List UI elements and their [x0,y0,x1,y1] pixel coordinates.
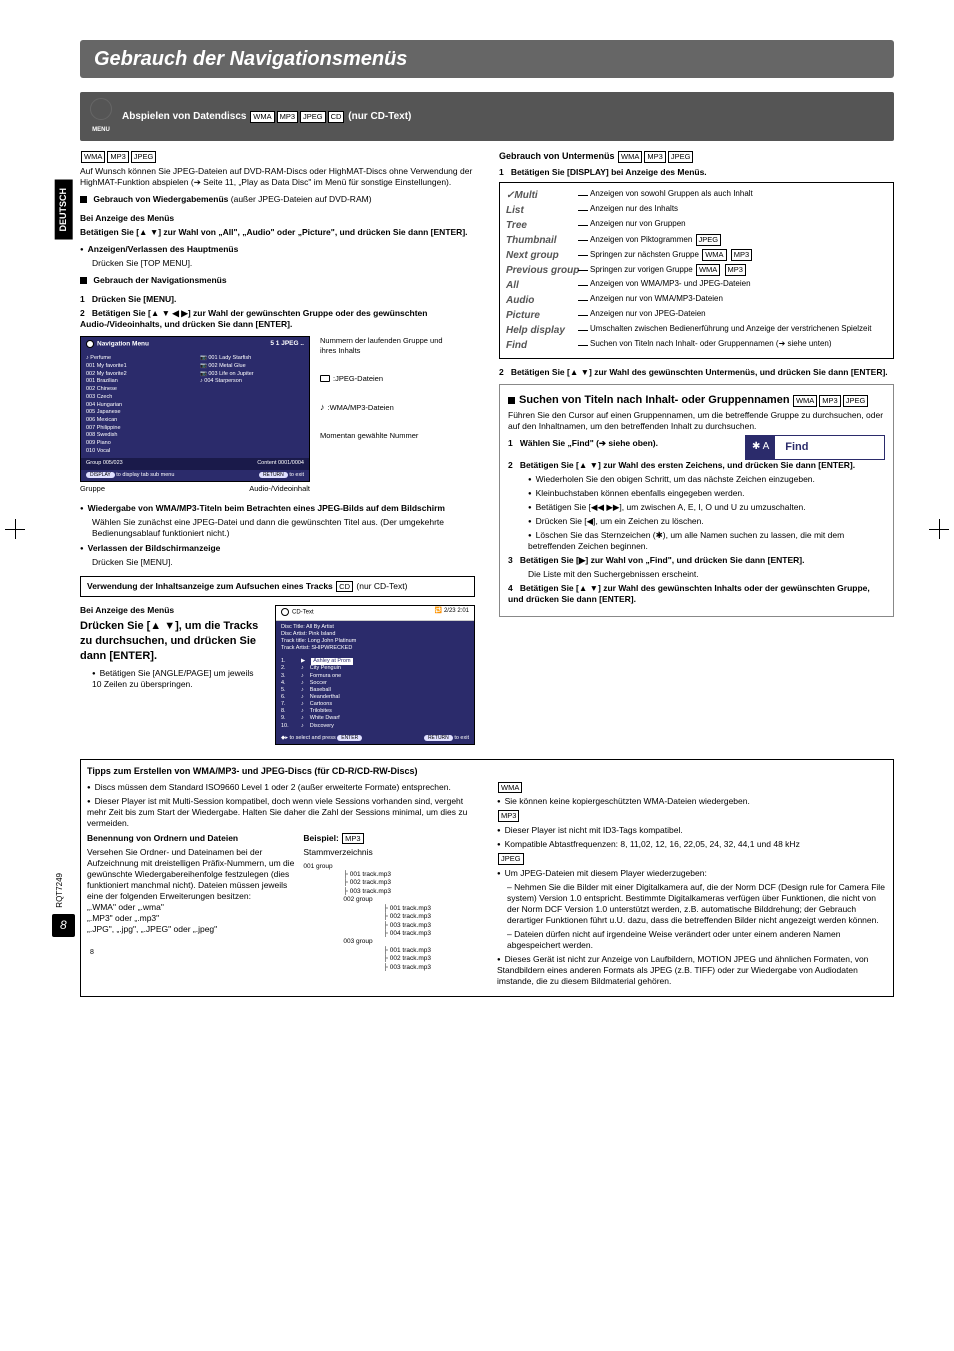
tree-diagram: 001 group├ 001 track.mp3├ 002 track.mp3├… [303,863,477,973]
tips-mp3-2: Kompatible Abtastfrequenzen: 8, 11,02, 1… [497,839,887,850]
find-b2: Kleinbuchstaben können ebenfalls eingege… [528,488,885,499]
wiedergabe-title: Gebrauch von Wiedergabemenüs [93,194,228,204]
diag-label: Momentan gewählte Nummer [320,431,450,441]
tips-jpeg-4: Dieses Gerät ist nicht zur Anzeige von L… [497,954,887,987]
find-s3: Betätigen Sie [▶] zur Wahl von „Find", u… [520,555,805,565]
section-header: MENU Abspielen von Datendiscs WMAMP3JPEG… [80,92,894,141]
right-step1: Betätigen Sie [DISPLAY] bei Anzeige des … [511,167,707,177]
find-s4: Betätigen Sie [▲ ▼] zur Wahl des gewünsc… [508,583,870,604]
tips-mp3-1: Dieser Player ist nicht mit ID3-Tags kom… [497,825,887,836]
find-b1: Wiederholen Sie den obigen Schritt, um d… [528,474,885,485]
tips-l2: Dieser Player ist mit Multi-Session komp… [87,796,477,829]
intro-text: Auf Wunsch können Sie JPEG-Dateien auf D… [80,166,475,188]
verlassen-title: Verlassen der Bildschirmanzeige [88,543,221,553]
naming-text: Versehen Sie Ordner- und Dateinamen bei … [87,847,295,935]
bei-anzeige: Bei Anzeige des Menüs [80,213,174,223]
anzeigen-haupt: Anzeigen/Verlassen des Hauptmenüs [88,244,239,254]
reg-mark [5,519,25,539]
sheet-number: 8 [90,948,94,957]
submenu-header: Gebrauch von Untermenüs WMAMP3JPEG [499,151,894,163]
page-number: 8 [52,914,75,938]
tips-box: Tipps zum Erstellen von WMA/MP3- und JPE… [80,759,894,998]
drucken-top: Drücken Sie [TOP MENU]. [92,258,475,269]
track-usage-box: Verwendung der Inhaltsanzeige zum Aufsuc… [80,576,475,598]
camera-icon [320,375,330,382]
tips-wma: Sie können keine kopiergeschützten WMA-D… [497,796,887,807]
note-icon: ♪ [320,402,325,414]
find-s1: Wählen Sie „Find" (➔ siehe oben). [520,438,658,448]
stamm-label: Stammverzeichnis [303,847,477,858]
language-tab: DEUTSCH [55,180,73,240]
submenu-box: ✓MultiAnzeigen von sowohl Gruppen als au… [499,182,894,359]
wma-jpeg-title: Wiedergabe von WMA/MP3-Titeln beim Betra… [88,503,445,513]
menu-icon: MENU [90,98,112,135]
rqt-code: RQT7249 [55,873,65,908]
find-b3: Betätigen Sie [◀◀ ▶▶], um zwischen A, E,… [528,502,885,513]
diag-label: :JPEG-Dateien [333,374,383,383]
diag-label: :WMA/MP3-Dateien [328,403,394,412]
verlassen-text: Drücken Sie [MENU]. [92,557,475,568]
cd-instruction: Drücken Sie [▲ ▼], um die Tracks zu durc… [80,619,265,664]
step-2: Betätigen Sie [▲ ▼ ◀ ▶] zur Wahl der gew… [80,308,427,329]
tips-jpeg-1: Um JPEG-Dateien mit diesem Player wieder… [497,868,887,879]
square-bullet-icon [80,196,87,203]
step-1: Drücken Sie [MENU]. [92,294,177,304]
find-ui: ✱ A Find [745,435,885,459]
label-audio: Audio-/Videoinhalt [249,484,310,494]
betatigen-1: Betätigen Sie [▲ ▼] zur Wahl von „All", … [80,227,468,237]
wiedergabe-sub: (außer JPEG-Dateien auf DVD-RAM) [231,194,372,204]
square-bullet-icon [80,277,87,284]
right-step2: Betätigen Sie [▲ ▼] zur Wahl des gewünsc… [511,367,888,377]
tips-jpeg-3: Dateien dürfen nicht auf irgendeine Weis… [507,929,840,950]
label-gruppe: Gruppe [80,484,105,494]
subheader-text: Abspielen von Datendiscs [122,111,246,122]
tips-title: Tipps zum Erstellen von WMA/MP3- und JPE… [87,766,887,778]
find-b4: Drücken Sie [◀], um ein Zeichen zu lösch… [528,516,885,527]
cd-text-screenshot: CD-Text 🔁 2/23 2:01 Disc Title: All By A… [275,605,475,744]
naming-hdr: Benennung von Ordnern und Dateien [87,833,238,843]
tips-jpeg-2: Nehmen Sie die Bilder mit einer Digitalk… [507,882,885,925]
nav-title: Gebrauch der Navigationsmenüs [93,275,226,285]
wma-jpeg-text: Wählen Sie zunächst eine JPEG-Datei und … [92,517,475,539]
page-title: Gebrauch der Navigationsmenüs [80,40,894,78]
find-b5: Löschen Sie das Sternzeichen (✱), um all… [528,530,885,552]
find-s2: Betätigen Sie [▲ ▼] zur Wahl des ersten … [520,460,855,470]
subheader-suffix: (nur CD-Text) [348,111,411,122]
nav-menu-screenshot: Navigation Menu 5 1 JPEG .. ♪ Perfume 00… [80,336,310,481]
cd-note: Betätigen Sie [ANGLE/PAGE] um jeweils 10… [92,668,265,690]
find-intro: Führen Sie den Cursor auf einen Gruppenn… [508,410,885,432]
tips-l1: Discs müssen dem Standard ISO9660 Level … [87,782,477,793]
find-s3-sub: Die Liste mit den Suchergebnissen ersche… [528,569,885,580]
cd-bei-anzeige: Bei Anzeige des Menüs [80,605,174,615]
reg-mark [929,519,949,539]
find-box: Suchen von Titeln nach Inhalt- oder Grup… [499,384,894,617]
diag-label: Nummern der laufenden Gruppe und ihres I… [320,336,450,356]
